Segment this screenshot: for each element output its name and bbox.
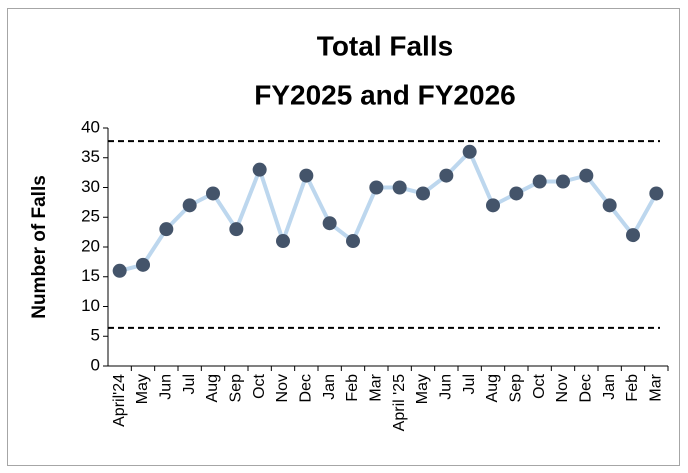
data-point [392,180,407,195]
data-point [229,222,244,237]
x-tick-label: Sep [228,374,245,403]
data-point [299,168,314,183]
y-tick-label: 30 [81,177,100,196]
x-tick-label: Aug [484,374,501,402]
chart-title: Total Falls [317,30,453,61]
x-tick-label: Mar [648,373,665,401]
x-tick-label: Jan [601,374,618,400]
x-tick-label: Dec [298,374,315,402]
data-point [112,263,127,278]
data-point [532,174,547,189]
data-point [649,186,664,201]
x-tick-label: Jul [461,374,478,394]
y-tick-label: 5 [91,326,100,345]
data-point [159,222,174,237]
x-tick-label: Dec [578,374,595,402]
data-point [556,174,570,189]
x-tick-label: Feb [344,374,361,402]
data-point [276,234,290,249]
data-point [509,186,524,201]
y-tick-label: 20 [81,236,100,255]
x-tick-label: Jun [438,374,455,400]
x-tick-label: Sep [508,374,525,403]
x-tick-label: May [134,374,151,404]
data-point [579,168,594,183]
x-tick-label: Jun [158,374,175,400]
data-point [486,198,500,213]
y-tick-label: 40 [81,117,100,136]
data-point [416,186,430,201]
x-tick-label: Aug [204,374,221,402]
x-tick-label: Nov [274,374,291,402]
x-tick-label: Mar [368,373,385,401]
data-point [322,216,337,231]
x-tick-label: April'24 [111,374,128,427]
y-tick-label: 15 [81,266,100,285]
y-tick-label: 0 [91,355,100,374]
y-axis-label: Number of Falls [29,175,50,319]
data-point [252,162,267,177]
data-point [206,186,220,201]
data-point [369,180,384,195]
data-point [346,234,360,249]
data-point [182,198,197,213]
y-tick-label: 35 [81,147,100,166]
data-point [439,168,454,183]
data-point [136,257,150,272]
y-tick-label: 25 [81,207,100,226]
x-tick-label: Oct [531,373,548,398]
x-tick-label: April '25 [391,374,408,431]
x-tick-label: May [414,374,431,404]
data-point [602,198,617,213]
x-tick-label: Oct [251,373,268,398]
data-point [626,228,640,243]
x-tick-label: Nov [554,374,571,402]
x-tick-label: Jul [181,374,198,394]
data-point [462,144,477,159]
chart-border [7,8,680,466]
x-tick-label: Jan [321,374,338,400]
chart-subtitle: FY2025 and FY2026 [254,79,515,110]
y-tick-label: 10 [81,296,100,315]
x-tick-label: Feb [624,374,641,402]
